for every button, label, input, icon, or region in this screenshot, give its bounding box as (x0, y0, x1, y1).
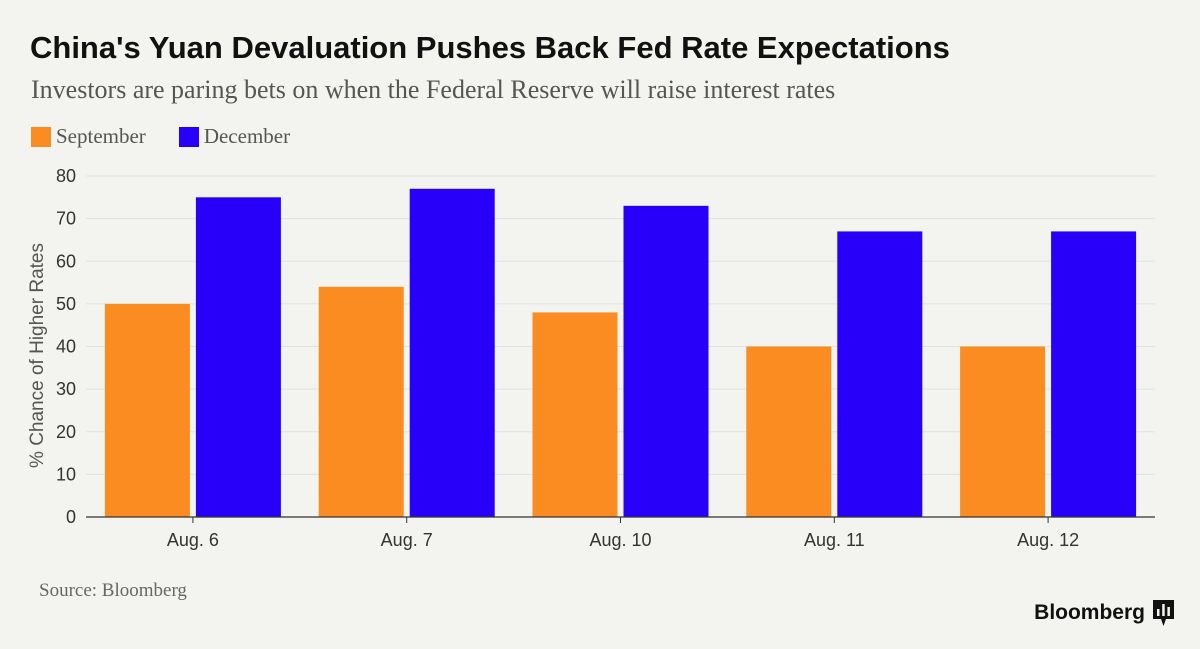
bar-december-aug-7 (409, 188, 495, 517)
legend-label-december: December (203, 124, 291, 148)
y-tick-label-80: 80 (56, 166, 76, 186)
y-tick-label-30: 30 (56, 379, 76, 399)
bar-september-aug-7 (318, 286, 404, 517)
bar-september-aug-12 (960, 346, 1046, 517)
brand-name: Bloomberg (1034, 601, 1145, 624)
bar-december-aug-10 (623, 205, 709, 517)
y-tick-label-50: 50 (56, 294, 76, 314)
legend-item-december: December (178, 124, 291, 149)
bar-december-aug-11 (837, 231, 923, 517)
y-tick-label-0: 0 (66, 507, 76, 527)
legend-label-september: September (56, 124, 146, 148)
bar-december-aug-6 (195, 197, 281, 517)
legend-item-september: September (31, 124, 146, 149)
x-tick-label-aug-12: Aug. 12 (1017, 530, 1079, 550)
brand-logo: Bloomberg (1034, 600, 1174, 626)
x-tick-label-aug-10: Aug. 10 (589, 530, 651, 550)
chart-subtitle: Investors are paring bets on when the Fe… (31, 75, 836, 104)
bar-december-aug-12 (1051, 231, 1137, 517)
y-tick-label-20: 20 (56, 422, 76, 442)
y-tick-label-60: 60 (56, 251, 76, 271)
source-note: Source: Bloomberg (39, 580, 187, 601)
legend-swatch-september (31, 126, 51, 147)
chart-title: China's Yuan Devaluation Pushes Back Fed… (30, 30, 950, 65)
y-axis-title: % Chance of Higher Rates (27, 243, 48, 468)
y-tick-label-70: 70 (56, 209, 76, 229)
x-tick-label-aug-11: Aug. 11 (804, 530, 865, 550)
bar-september-aug-6 (104, 303, 190, 517)
bar-september-aug-10 (532, 312, 618, 517)
chart-legend: September December (31, 124, 323, 149)
x-tick-label-aug-6: Aug. 6 (167, 530, 219, 550)
bloomberg-bar-chart-icon (1153, 600, 1174, 626)
x-tick-label-aug-7: Aug. 7 (381, 530, 433, 550)
bar-september-aug-11 (746, 346, 832, 517)
y-tick-label-10: 10 (56, 464, 76, 484)
legend-swatch-december (178, 126, 199, 147)
y-tick-label-40: 40 (56, 337, 76, 357)
